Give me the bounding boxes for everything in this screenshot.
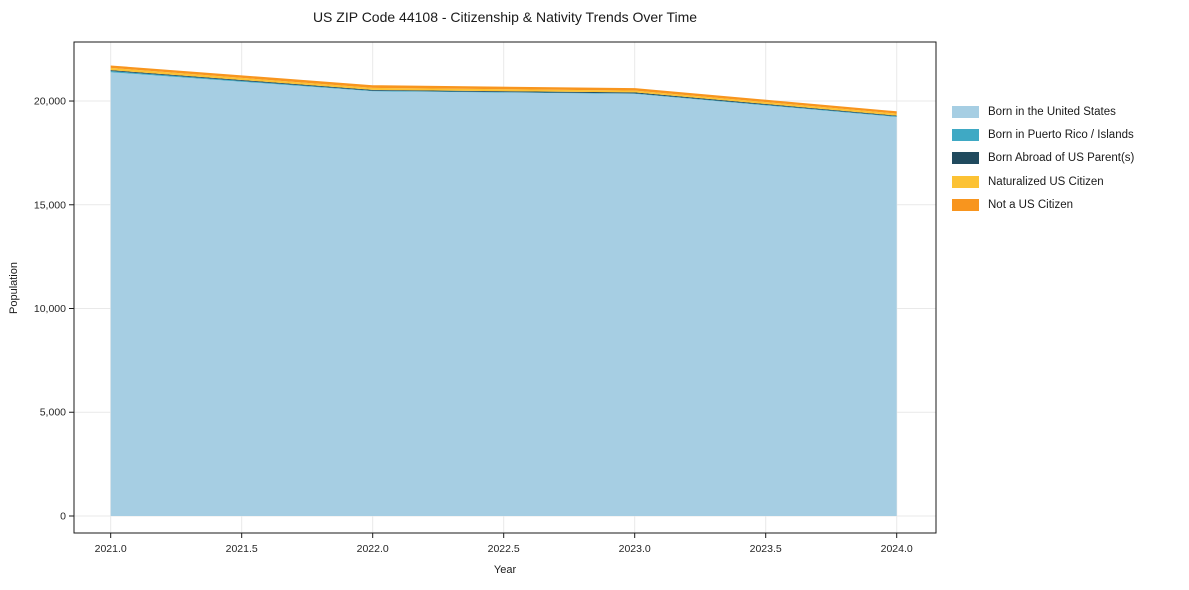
- x-tick-label: 2021.5: [226, 543, 258, 555]
- y-tick-label: 15,000: [34, 199, 66, 211]
- area-series-0: [110, 72, 897, 516]
- x-axis-label: Year: [493, 564, 517, 576]
- area-series-group: [110, 65, 897, 516]
- legend-label: Born Abroad of US Parent(s): [988, 152, 1135, 165]
- x-tick-label: 2022.5: [488, 543, 520, 555]
- axis-ticks: [69, 100, 898, 538]
- legend-swatch: [952, 105, 979, 118]
- y-tick-label: 0: [60, 510, 66, 522]
- legend-swatch: [952, 175, 979, 188]
- x-tick-label: 2023.5: [750, 543, 782, 555]
- legend-label: Naturalized US Citizen: [988, 175, 1104, 188]
- tick-labels: 2021.0 2021.5 2022.0 2022.5 2023.0 2023.5 2024…: [34, 96, 913, 555]
- x-tick-label: 2024.0: [881, 543, 913, 555]
- legend-item: Born in Puerto Rico / Islands: [952, 123, 1134, 146]
- plot-border: [73, 41, 937, 534]
- y-tick-label: 10,000: [34, 303, 66, 315]
- legend-label: Born in Puerto Rico / Islands: [988, 129, 1134, 142]
- legend-label: Not a US Citizen: [988, 199, 1074, 212]
- legend-item: Born in the United States: [952, 100, 1134, 123]
- chart-title: US ZIP Code 44108 - Citizenship & Nativi…: [312, 9, 698, 25]
- legend-item: Naturalized US Citizen: [952, 170, 1134, 193]
- y-tick-label: 5,000: [40, 407, 66, 419]
- legend-item: Born Abroad of US Parent(s): [952, 147, 1134, 170]
- y-tick-label: 20,000: [34, 96, 66, 108]
- legend: Born in the United States Born in Puerto …: [952, 100, 1134, 217]
- legend-swatch: [952, 152, 979, 165]
- x-tick-label: 2023.0: [619, 543, 651, 555]
- x-tick-label: 2022.0: [357, 543, 389, 555]
- legend-swatch: [952, 199, 979, 212]
- legend-item: Not a US Citizen: [952, 194, 1134, 217]
- legend-label: Born in the United States: [988, 105, 1116, 118]
- x-tick-label: 2021.0: [95, 543, 127, 555]
- legend-swatch: [952, 129, 979, 142]
